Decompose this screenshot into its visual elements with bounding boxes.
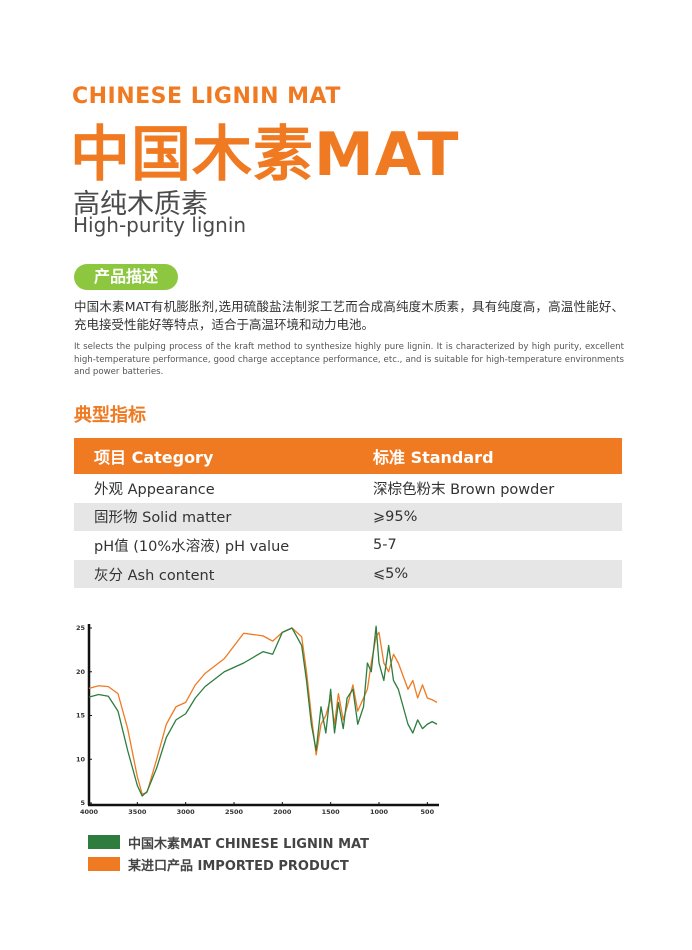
table-row: 外观 Appearance 深棕色粉末 Brown powder xyxy=(74,474,622,503)
legend-label: 中国木素MAT CHINESE LIGNIN MAT xyxy=(128,836,369,852)
table-header-row: 项目 Category 标准 Standard xyxy=(74,438,622,474)
header-cell: 标准 Standard xyxy=(373,438,622,474)
x-tick-label: 3500 xyxy=(128,808,147,816)
series-line xyxy=(88,625,438,797)
y-tick-label: 5 xyxy=(80,799,85,807)
x-tick-label: 1500 xyxy=(322,808,341,816)
y-tick-label: 10 xyxy=(76,755,86,763)
section-heading: 典型指标 xyxy=(74,405,146,426)
legend-swatch xyxy=(88,857,120,871)
table-cell: pH值 (10%水溶液) pH value xyxy=(94,538,290,555)
chinese-subtitle: 高纯木质素 xyxy=(73,189,208,220)
y-tick-label: 15 xyxy=(76,712,86,720)
section-badge: 产品描述 xyxy=(74,264,178,290)
x-tick-label: 2000 xyxy=(273,808,292,816)
series-line xyxy=(88,627,438,795)
header-cell: 项目 Category xyxy=(74,438,373,474)
y-tick-label: 25 xyxy=(76,624,86,632)
description-chinese: 中国木素MAT有机膨胀剂,选用硫酸盐法制浆工艺而合成高纯度木质素，具有纯度高，高… xyxy=(74,299,624,332)
legend-item: 某进口产品 IMPORTED PRODUCT xyxy=(88,857,349,874)
x-tick-label: 4000 xyxy=(80,808,99,816)
table-cell: 固形物 Solid matter xyxy=(74,502,373,532)
x-tick-label: 3000 xyxy=(177,808,196,816)
table-cell: 深棕色粉末 Brown powder xyxy=(373,481,555,498)
table-cell: 外观 Appearance xyxy=(94,481,215,498)
x-tick-label: 1000 xyxy=(370,808,389,816)
table-row: 固形物 Solid matter ⩾95% xyxy=(74,502,622,532)
table-cell: 5-7 xyxy=(373,537,397,554)
description-english: It selects the pulping process of the kr… xyxy=(74,342,624,377)
x-tick-label: 500 xyxy=(421,808,435,816)
table-cell: ⩽5% xyxy=(373,559,622,589)
x-tick-label: 2500 xyxy=(225,808,244,816)
legend-item: 中国木素MAT CHINESE LIGNIN MAT xyxy=(88,835,369,852)
table-row: 灰分 Ash content ⩽5% xyxy=(74,559,622,589)
y-tick-label: 20 xyxy=(76,668,86,676)
chinese-title: 中国木素MAT xyxy=(70,120,460,190)
spec-table: 项目 Category 标准 Standard 外观 Appearance 深棕色粉末… xyxy=(74,438,622,589)
legend-label: 某进口产品 IMPORTED PRODUCT xyxy=(128,858,349,874)
table-row: pH值 (10%水溶液) pH value 5-7 xyxy=(74,531,622,560)
chart: 5 10 15 20 25 4000 3500 3000 2500 2000 1500 1000 500 xyxy=(76,624,439,816)
table-cell: 灰分 Ash content xyxy=(74,559,373,589)
legend-swatch xyxy=(88,835,120,849)
english-subtitle: High-purity lignin xyxy=(73,213,247,237)
table-cell: ⩾95% xyxy=(373,502,622,532)
english-title: CHINESE LIGNIN MAT xyxy=(72,84,341,109)
